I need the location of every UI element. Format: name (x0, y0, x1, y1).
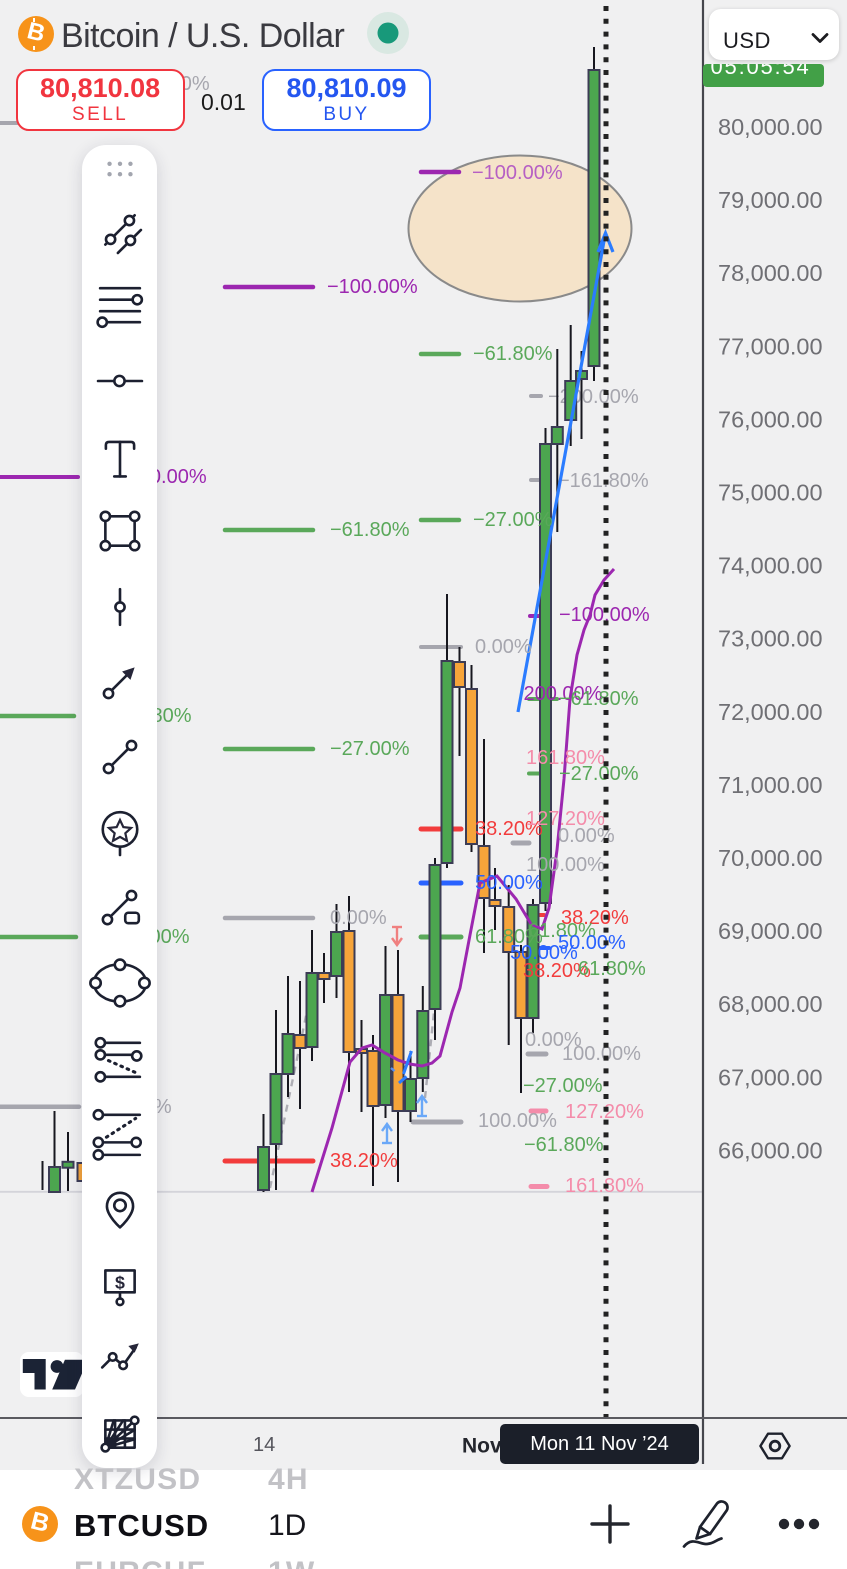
svg-text:38.20%: 38.20% (523, 960, 591, 982)
svg-text:200.00%: 200.00% (524, 683, 603, 705)
svg-text:50.00%: 50.00% (558, 932, 626, 954)
svg-text:0.00%: 0.00% (525, 1029, 582, 1051)
svg-text:38.20%: 38.20% (561, 907, 629, 929)
svg-text:50.00%: 50.00% (510, 942, 578, 964)
svg-text:−27.00%: −27.00% (473, 509, 553, 531)
svg-text:69,000.00: 69,000.00 (718, 918, 823, 944)
svg-text:−100.00%: −100.00% (327, 276, 418, 298)
svg-text:−61.80%: −61.80% (330, 519, 410, 541)
svg-text:127.20%: 127.20% (526, 808, 605, 830)
svg-text:75,000.00: 75,000.00 (718, 480, 823, 506)
svg-text:Nov: Nov (462, 1435, 502, 1458)
svg-text:0.00%: 0.00% (475, 636, 532, 658)
svg-text:0.00%: 0.00% (558, 825, 615, 847)
svg-text:−61.80%: −61.80% (524, 1134, 604, 1156)
svg-text:77,000.00: 77,000.00 (718, 333, 823, 359)
svg-text:−61.80%: −61.80% (559, 688, 639, 710)
svg-text:−100.00%: −100.00% (472, 162, 563, 184)
svg-text:78,000.00: 78,000.00 (718, 260, 823, 286)
svg-text:0.00%: 0.00% (330, 907, 387, 929)
svg-text:79,000.00: 79,000.00 (718, 187, 823, 213)
svg-text:71,000.00: 71,000.00 (718, 772, 823, 798)
svg-text:50.00%: 50.00% (475, 872, 543, 894)
svg-text:68,000.00: 68,000.00 (718, 991, 823, 1017)
svg-text:61.80%: 61.80% (528, 920, 596, 942)
svg-text:61.80%: 61.80% (475, 926, 543, 948)
svg-text:161.80%: 161.80% (526, 747, 605, 769)
svg-text:−27.00%: −27.00% (330, 738, 410, 760)
svg-text:66,000.00: 66,000.00 (718, 1137, 823, 1163)
svg-text:67,000.00: 67,000.00 (718, 1064, 823, 1090)
svg-text:100.00%: 100.00% (562, 1043, 641, 1065)
svg-text:100.00%: 100.00% (526, 854, 605, 876)
svg-text:38.20%: 38.20% (330, 1150, 398, 1172)
svg-text:−161.80%: −161.80% (558, 470, 649, 492)
svg-text:−61.80%: −61.80% (473, 343, 553, 365)
svg-text:14: 14 (253, 1434, 275, 1456)
svg-text:−27.00%: −27.00% (559, 763, 639, 785)
svg-text:−200.00%: −200.00% (548, 386, 639, 408)
svg-text:$: $ (115, 1272, 125, 1292)
svg-text:100.00%: 100.00% (478, 1110, 557, 1132)
svg-text:76,000.00: 76,000.00 (718, 406, 823, 432)
svg-text:80,000.00: 80,000.00 (718, 114, 823, 140)
svg-text:73,000.00: 73,000.00 (718, 626, 823, 652)
svg-text:70,000.00: 70,000.00 (718, 845, 823, 871)
svg-text:38.20%: 38.20% (475, 818, 543, 840)
svg-text:74,000.00: 74,000.00 (718, 553, 823, 579)
svg-text:61.80%: 61.80% (578, 958, 646, 980)
svg-text:127.20%: 127.20% (565, 1101, 644, 1123)
svg-text:72,000.00: 72,000.00 (718, 699, 823, 725)
svg-text:−100.00%: −100.00% (559, 604, 650, 626)
svg-text:−27.00%: −27.00% (523, 1075, 603, 1097)
